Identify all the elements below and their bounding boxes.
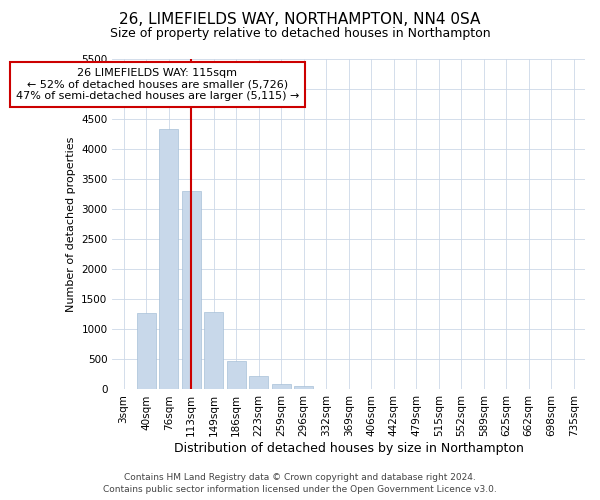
Text: 26, LIMEFIELDS WAY, NORTHAMPTON, NN4 0SA: 26, LIMEFIELDS WAY, NORTHAMPTON, NN4 0SA: [119, 12, 481, 28]
Bar: [137, 313, 156, 390]
Text: Contains HM Land Registry data © Crown copyright and database right 2024.
Contai: Contains HM Land Registry data © Crown c…: [103, 472, 497, 494]
Bar: [272, 384, 291, 390]
Bar: [159, 130, 178, 390]
Y-axis label: Number of detached properties: Number of detached properties: [66, 136, 76, 312]
X-axis label: Distribution of detached houses by size in Northampton: Distribution of detached houses by size …: [174, 442, 524, 455]
Text: Size of property relative to detached houses in Northampton: Size of property relative to detached ho…: [110, 28, 490, 40]
Bar: [249, 376, 268, 390]
Bar: [204, 312, 223, 390]
Bar: [294, 386, 313, 390]
Bar: [227, 360, 246, 390]
Bar: [182, 191, 201, 390]
Text: 26 LIMEFIELDS WAY: 115sqm
← 52% of detached houses are smaller (5,726)
47% of se: 26 LIMEFIELDS WAY: 115sqm ← 52% of detac…: [16, 68, 299, 101]
